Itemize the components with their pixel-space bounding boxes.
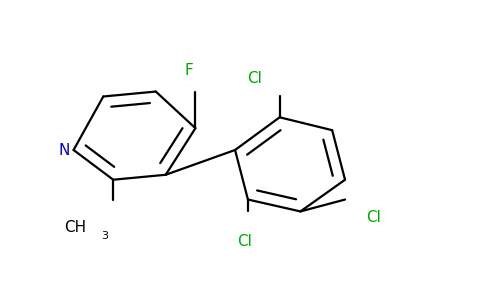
Text: CH: CH: [64, 220, 87, 235]
Text: Cl: Cl: [366, 210, 381, 225]
Text: Cl: Cl: [247, 71, 262, 86]
Text: Cl: Cl: [238, 234, 253, 249]
Text: F: F: [184, 63, 193, 78]
Text: N: N: [58, 142, 70, 158]
Text: 3: 3: [101, 231, 108, 241]
